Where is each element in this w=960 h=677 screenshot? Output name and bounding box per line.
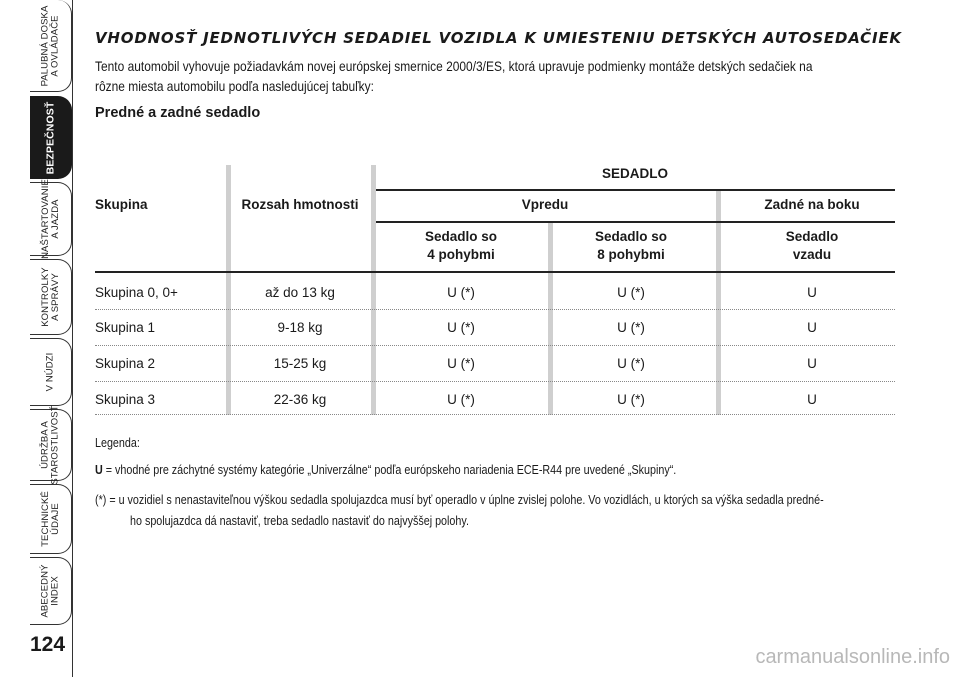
header-rear: Zadné na boku (764, 197, 860, 212)
tab-label: BEZPEČNOSŤ (44, 101, 57, 174)
header-rule (95, 271, 895, 273)
child-seat-table: SEDADLO Skupina Rozsah hmotnosti Vpredu … (95, 165, 895, 415)
header-front: Vpredu (521, 197, 569, 212)
cell-group: Skupina 3 (95, 392, 156, 407)
sidebar-spine (72, 0, 74, 677)
tab-index[interactable]: ABECEDNÝ INDEX (30, 557, 72, 625)
column-divider (371, 165, 376, 415)
header-weight: Rozsah hmotnosti (241, 197, 359, 212)
tab-label: PALUBNÁ DOSKA A OVLÁDAČE (39, 5, 61, 86)
cell-rear: U (807, 392, 817, 407)
cell-front8: U (*) (617, 356, 645, 371)
cell-rear: U (807, 320, 817, 335)
tab-label: V NÚDZI (44, 352, 56, 392)
tab-label: NAŠTARTOVANIE A JAZDA (39, 179, 61, 259)
cell-rear: U (807, 285, 817, 300)
row-separator (95, 345, 895, 346)
subheader-rear: Sedadlo (785, 229, 839, 244)
cell-weight: až do 13 kg (265, 285, 335, 300)
tab-label: ÚDRŽBA A STAROSTLIVOSŤ (39, 405, 61, 485)
cell-weight: 22-36 kg (273, 392, 327, 407)
cell-group: Skupina 0, 0+ (95, 285, 178, 300)
tab-technical-data[interactable]: TECHNICKÉ ÚDAJE (30, 484, 72, 554)
row-separator (95, 309, 895, 310)
tab-starting-driving[interactable]: NAŠTARTOVANIE A JAZDA (30, 179, 72, 259)
tab-label: TECHNICKÉ ÚDAJE (39, 491, 61, 547)
page-title: VHODNOSŤ JEDNOTLIVÝCH SEDADIEL VOZIDLA K… (95, 29, 902, 47)
tab-label: KONTROLKY A SPRÁVY (39, 267, 61, 327)
page-number: 124 (30, 633, 66, 656)
row-separator (95, 414, 895, 415)
cell-weight: 9-18 kg (277, 320, 323, 335)
cell-front8: U (*) (617, 285, 645, 300)
subheader-front-4: 4 pohybmi (427, 247, 495, 262)
tab-emergency[interactable]: V NÚDZI (30, 338, 72, 406)
intro-line: rôzne miesta automobilu podľa nasledujúc… (95, 79, 374, 94)
section-subheading: Predné a zadné sedadlo (95, 105, 261, 121)
intro-paragraph: Tento automobil vyhovuje požiadavkám nov… (95, 57, 896, 97)
cell-front4: U (*) (447, 356, 475, 371)
legend-u-text: = vhodné pre záchytné systémy kategórie … (102, 463, 677, 477)
cell-weight: 15-25 kg (273, 356, 327, 371)
watermark: carmanualsonline.info (755, 646, 950, 668)
header-rule (376, 189, 895, 191)
cell-front4: U (*) (447, 392, 475, 407)
tab-label: ABECEDNÝ INDEX (39, 564, 61, 618)
cell-group: Skupina 2 (95, 356, 156, 371)
intro-line: Tento automobil vyhovuje požiadavkám nov… (95, 59, 813, 74)
cell-front8: U (*) (617, 392, 645, 407)
legend-star-line: ho spolujazdca dá nastaviť, treba sedadl… (130, 514, 469, 528)
subheader-front-8: 8 pohybmi (597, 247, 665, 262)
chapter-sidebar: PALUBNÁ DOSKA A OVLÁDAČE BEZPEČNOSŤ NAŠT… (0, 0, 80, 677)
legend-u-line: U = vhodné pre záchytné systémy kategóri… (95, 463, 676, 477)
header-seat: SEDADLO (601, 166, 669, 181)
cell-front4: U (*) (447, 285, 475, 300)
subheader-front-4: Sedadlo so (424, 229, 498, 244)
column-divider (548, 223, 553, 415)
tab-maintenance[interactable]: ÚDRŽBA A STAROSTLIVOSŤ (30, 405, 72, 485)
column-divider (226, 165, 231, 415)
tab-dashboard-controls[interactable]: PALUBNÁ DOSKA A OVLÁDAČE (30, 0, 72, 92)
tab-warning-lights[interactable]: KONTROLKY A SPRÁVY (30, 259, 72, 335)
cell-front4: U (*) (447, 320, 475, 335)
legend-u-key: U (95, 463, 103, 477)
row-separator (95, 381, 895, 382)
subheader-rear: vzadu (792, 247, 832, 262)
legend-star-line: (*) = u vozidiel s nenastaviteľnou výško… (95, 493, 824, 507)
header-rule (376, 221, 895, 223)
legend-title: Legenda: (95, 436, 140, 450)
cell-front8: U (*) (617, 320, 645, 335)
tab-safety[interactable]: BEZPEČNOSŤ (30, 96, 72, 179)
column-divider (716, 189, 721, 415)
cell-group: Skupina 1 (95, 320, 156, 335)
subheader-front-8: Sedadlo so (594, 229, 668, 244)
cell-rear: U (807, 356, 817, 371)
header-group: Skupina (95, 197, 148, 212)
